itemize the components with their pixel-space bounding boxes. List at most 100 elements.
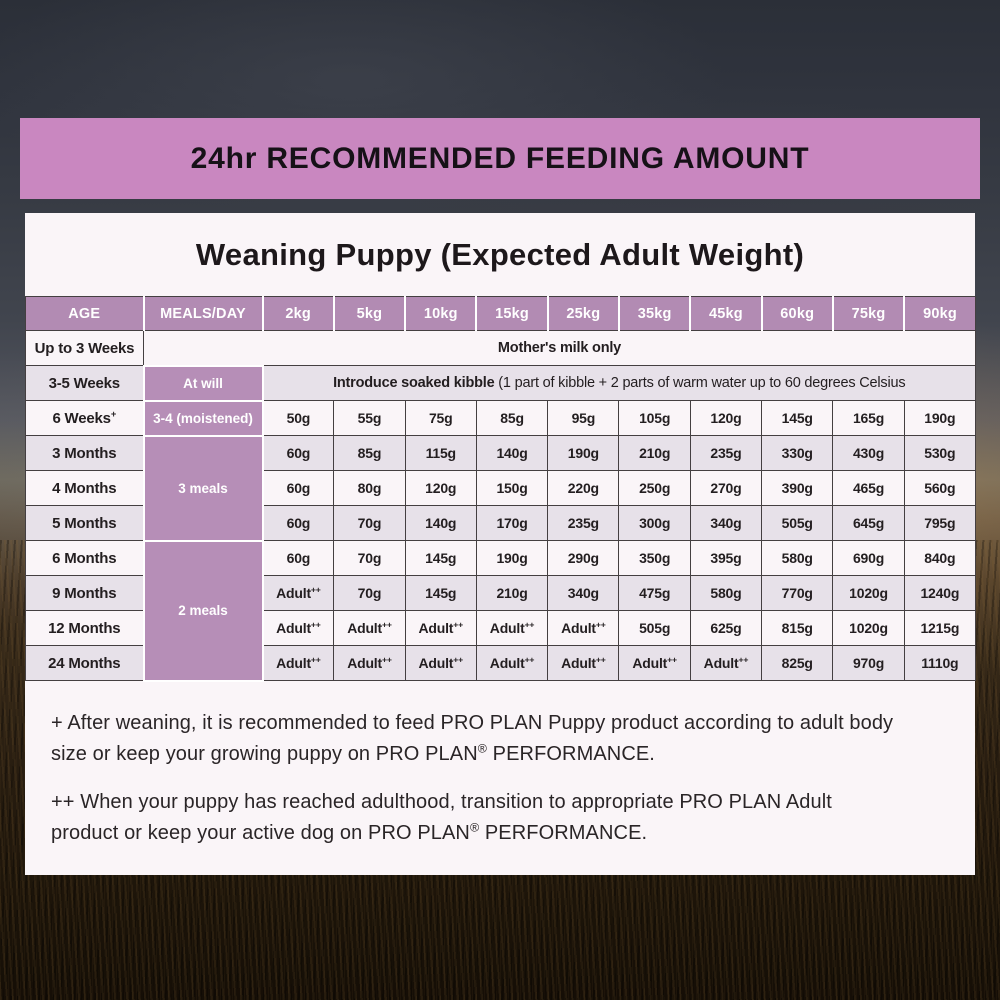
- amount-4-months-45kg: 270g: [689, 470, 763, 506]
- mothers-milk-note: Mother's milk only: [143, 330, 976, 366]
- col-header-90kg: 90kg: [903, 296, 976, 331]
- feeding-table-card: Weaning Puppy (Expected Adult Weight) AG…: [25, 213, 976, 875]
- amount-6-months-25kg: 290g: [547, 540, 620, 576]
- amount-6-months-75kg: 690g: [832, 540, 905, 576]
- amount-5-months-25kg: 235g: [547, 505, 620, 541]
- amount-3-months-35kg: 210g: [618, 435, 691, 471]
- amount-12-months-2kg: Adult++: [261, 610, 335, 646]
- amount-12-months-75kg: 1020g: [832, 610, 905, 646]
- amount-9-months-25kg: 340g: [547, 575, 620, 611]
- col-header-35kg: 35kg: [617, 296, 691, 331]
- amount-5-months-90kg: 795g: [903, 505, 976, 541]
- amount-6-weeks-25kg: 95g: [547, 400, 620, 436]
- amount-9-months-10kg: 145g: [404, 575, 477, 611]
- table-row-up-to-3-weeks: Up to 3 Weeks Mother's milk only: [25, 330, 976, 366]
- meals-per-day-at-will: At will: [142, 364, 264, 402]
- table-row-3-months: 3 Months 3 meals 60g 85g 115g 140g 190g 210g 235…: [25, 434, 976, 542]
- footnote-adulthood: ++ When your puppy has reached adulthood…: [51, 790, 832, 845]
- amount-6-weeks-35kg: 105g: [618, 400, 691, 436]
- amount-9-months-35kg: 475g: [618, 575, 691, 611]
- amount-6-weeks-45kg: 120g: [689, 400, 763, 436]
- amount-6-months-90kg: 840g: [903, 540, 976, 576]
- amount-6-months-2kg: 60g: [261, 540, 335, 576]
- age-label-6-months: 6 Months: [25, 540, 144, 576]
- table-row-5-months: 5 Months 60g 70g 140g 170g 235g 300g 340g 505g 64…: [25, 505, 976, 541]
- amount-4-months-60kg: 390g: [761, 470, 834, 506]
- amount-6-months-5kg: 70g: [333, 540, 406, 576]
- meals-per-day-3-meals: 3 meals: [142, 434, 264, 542]
- amount-9-months-45kg: 580g: [689, 575, 763, 611]
- amount-5-months-60kg: 505g: [761, 505, 834, 541]
- amount-6-months-15kg: 190g: [475, 540, 549, 576]
- col-header-75kg: 75kg: [831, 296, 905, 331]
- amount-3-months-5kg: 85g: [333, 435, 406, 471]
- age-label-12-months: 12 Months: [25, 610, 144, 646]
- amount-6-weeks-5kg: 55g: [333, 400, 406, 436]
- amount-4-months-10kg: 120g: [404, 470, 477, 506]
- amount-24-months-5kg: Adult++: [333, 645, 406, 681]
- amount-6-months-10kg: 145g: [404, 540, 477, 576]
- amount-12-months-90kg: 1215g: [903, 610, 976, 646]
- amount-24-months-75kg: 970g: [832, 645, 905, 681]
- amount-9-months-2kg: Adult++: [261, 575, 335, 611]
- col-header-5kg: 5kg: [332, 296, 406, 331]
- amount-6-weeks-75kg: 165g: [832, 400, 905, 436]
- amount-5-months-75kg: 645g: [832, 505, 905, 541]
- age-label-9-months: 9 Months: [25, 575, 144, 611]
- amount-9-months-15kg: 210g: [475, 575, 549, 611]
- amount-12-months-25kg: Adult++: [547, 610, 620, 646]
- age-label-6-weeks: 6 Weeks+: [25, 400, 144, 436]
- amount-3-months-2kg: 60g: [261, 435, 335, 471]
- amount-24-months-15kg: Adult++: [475, 645, 549, 681]
- amount-5-months-2kg: 60g: [261, 505, 335, 541]
- footnotes: + After weaning, it is recommended to fe…: [25, 682, 925, 850]
- amount-9-months-75kg: 1020g: [832, 575, 905, 611]
- amount-3-months-60kg: 330g: [761, 435, 834, 471]
- amount-4-months-2kg: 60g: [261, 470, 335, 506]
- age-label-24-months: 24 Months: [25, 645, 144, 681]
- amount-3-months-15kg: 140g: [475, 435, 549, 471]
- amount-3-months-90kg: 530g: [903, 435, 976, 471]
- amount-4-months-90kg: 560g: [903, 470, 976, 506]
- amount-9-months-5kg: 70g: [333, 575, 406, 611]
- amount-4-months-25kg: 220g: [547, 470, 620, 506]
- feeding-amount-banner: 24hr RECOMMENDED FEEDING AMOUNT: [20, 118, 980, 199]
- amount-12-months-45kg: 625g: [689, 610, 763, 646]
- amount-4-months-5kg: 80g: [333, 470, 406, 506]
- age-label-3-months: 3 Months: [25, 435, 144, 471]
- amount-5-months-5kg: 70g: [333, 505, 406, 541]
- col-header-age: AGE: [25, 296, 144, 331]
- meals-per-day-2-meals: 2 meals: [142, 539, 264, 682]
- amount-3-months-10kg: 115g: [404, 435, 477, 471]
- amount-24-months-60kg: 825g: [761, 645, 834, 681]
- amount-9-months-60kg: 770g: [761, 575, 834, 611]
- table-row-4-months: 4 Months 60g 80g 120g 150g 220g 250g 270g 390g 46…: [25, 470, 976, 506]
- table-row-24-months: 24 Months Adult++ Adult++ Adult++ Adult++ Adu…: [25, 645, 976, 681]
- amount-6-months-45kg: 395g: [689, 540, 763, 576]
- amount-4-months-35kg: 250g: [618, 470, 691, 506]
- table-row-6-months: 6 Months 2 meals 60g 70g 145g 190g 290g 350g 395…: [25, 539, 976, 682]
- amount-24-months-10kg: Adult++: [404, 645, 477, 681]
- age-label-up-to-3-weeks: Up to 3 Weeks: [25, 330, 144, 366]
- amount-3-months-75kg: 430g: [832, 435, 905, 471]
- feeding-table: AGE MEALS/DAY 2kg 5kg 10kg 15kg 25kg 35kg 45kg 60…: [25, 296, 976, 682]
- amount-6-weeks-2kg: 50g: [261, 400, 335, 436]
- age-label-3-5-weeks: 3-5 Weeks: [25, 365, 144, 401]
- amount-9-months-90kg: 1240g: [903, 575, 976, 611]
- meals-per-day-3-4-moistened: 3-4 (moistened): [142, 399, 264, 437]
- amount-12-months-10kg: Adult++: [404, 610, 477, 646]
- amount-6-weeks-60kg: 145g: [761, 400, 834, 436]
- age-label-5-months: 5 Months: [25, 505, 144, 541]
- table-row-12-months: 12 Months Adult++ Adult++ Adult++ Adult++ Adu…: [25, 610, 976, 646]
- amount-4-months-75kg: 465g: [832, 470, 905, 506]
- amount-5-months-15kg: 170g: [475, 505, 549, 541]
- amount-5-months-10kg: 140g: [404, 505, 477, 541]
- amount-6-weeks-15kg: 85g: [475, 400, 549, 436]
- table-row-3-5-weeks: 3-5 Weeks At will Introduce soaked kibble …: [25, 364, 976, 402]
- footnote-after-weaning: + After weaning, it is recommended to fe…: [51, 711, 894, 766]
- table-header: AGE MEALS/DAY 2kg 5kg 10kg 15kg 25kg 35kg 45kg 60…: [25, 296, 976, 331]
- amount-12-months-15kg: Adult++: [475, 610, 549, 646]
- card-title: Weaning Puppy (Expected Adult Weight): [195, 236, 805, 272]
- table-row-6-weeks: 6 Weeks+ 3-4 (moistened) 50g 55g 75g 85g 95g 10…: [25, 399, 976, 437]
